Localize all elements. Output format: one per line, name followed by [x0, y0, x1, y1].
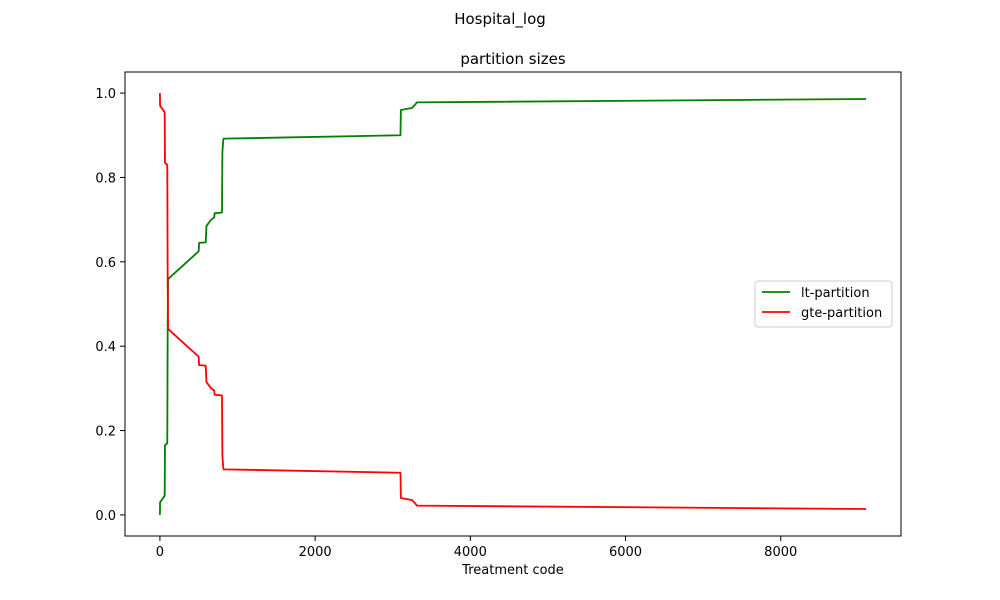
plot-area-frame [124, 71, 902, 537]
x-tick-label: 4000 [454, 545, 487, 560]
y-tick-label: 0.0 [95, 509, 116, 524]
y-tick-label: 0.6 [95, 256, 116, 271]
y-axis-ticks: 0.0 0.2 0.4 0.6 0.8 1.0 [95, 87, 125, 524]
x-tick-label: 8000 [764, 545, 797, 560]
y-tick-label: 1.0 [95, 87, 116, 102]
series-lines [159, 93, 867, 515]
x-tick-label: 0 [156, 545, 164, 560]
series-line-lt-partition [159, 98, 867, 515]
y-tick-label: 0.4 [95, 340, 116, 355]
legend: lt-partition gte-partition [754, 280, 893, 328]
figure-suptitle: Hospital_log [454, 10, 546, 29]
y-tick-label: 0.2 [95, 425, 116, 440]
x-tick-label: 2000 [299, 545, 332, 560]
x-axis-ticks: 0 2000 4000 6000 8000 [156, 536, 797, 560]
x-tick-label: 6000 [609, 545, 642, 560]
series-line-gte-partition [159, 93, 867, 510]
legend-label-gte-partition: gte-partition [801, 306, 882, 321]
chart-title: partition sizes [460, 50, 566, 68]
legend-label-lt-partition: lt-partition [801, 286, 870, 301]
y-tick-label: 0.8 [95, 171, 116, 186]
x-axis-label: Treatment code [461, 563, 564, 578]
